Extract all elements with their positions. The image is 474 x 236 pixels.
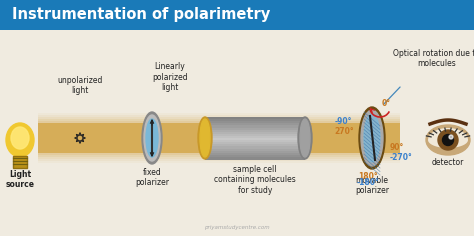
- Ellipse shape: [146, 119, 158, 157]
- Text: detector: detector: [432, 158, 464, 167]
- FancyBboxPatch shape: [38, 115, 400, 161]
- Ellipse shape: [426, 125, 470, 155]
- Text: 0°: 0°: [382, 100, 391, 109]
- Circle shape: [449, 135, 453, 139]
- FancyBboxPatch shape: [205, 144, 305, 147]
- FancyBboxPatch shape: [38, 117, 400, 159]
- FancyBboxPatch shape: [205, 140, 305, 143]
- Text: -270°: -270°: [390, 153, 413, 163]
- FancyBboxPatch shape: [205, 123, 305, 126]
- FancyBboxPatch shape: [38, 123, 400, 153]
- FancyBboxPatch shape: [205, 130, 305, 132]
- FancyBboxPatch shape: [0, 0, 474, 30]
- FancyBboxPatch shape: [205, 138, 305, 141]
- Text: Optical rotation due to
molecules: Optical rotation due to molecules: [393, 49, 474, 68]
- FancyBboxPatch shape: [13, 156, 27, 168]
- Ellipse shape: [11, 127, 29, 149]
- Text: Linearly
polarized
light: Linearly polarized light: [152, 62, 188, 92]
- Circle shape: [438, 130, 458, 150]
- Text: -180°: -180°: [356, 178, 379, 187]
- Text: sample cell
containing molecules
for study: sample cell containing molecules for stu…: [214, 165, 296, 195]
- Text: 90°: 90°: [390, 143, 404, 152]
- Text: unpolarized
light: unpolarized light: [57, 76, 103, 95]
- Text: Light
source: Light source: [6, 170, 35, 190]
- Text: priyamstudycentre.com: priyamstudycentre.com: [204, 226, 270, 231]
- FancyBboxPatch shape: [205, 121, 305, 124]
- Ellipse shape: [300, 119, 310, 157]
- Polygon shape: [428, 128, 468, 148]
- FancyBboxPatch shape: [205, 117, 305, 120]
- FancyBboxPatch shape: [38, 119, 400, 157]
- FancyBboxPatch shape: [205, 146, 305, 149]
- FancyBboxPatch shape: [205, 151, 305, 153]
- FancyBboxPatch shape: [38, 113, 400, 163]
- Text: Instrumentation of polarimetry: Instrumentation of polarimetry: [12, 8, 270, 22]
- FancyBboxPatch shape: [205, 157, 305, 160]
- Ellipse shape: [6, 123, 34, 157]
- FancyBboxPatch shape: [205, 125, 305, 128]
- Ellipse shape: [364, 114, 380, 162]
- Ellipse shape: [359, 107, 385, 169]
- FancyBboxPatch shape: [205, 127, 305, 130]
- Ellipse shape: [361, 110, 383, 166]
- FancyBboxPatch shape: [38, 123, 400, 153]
- Text: -90°: -90°: [335, 118, 352, 126]
- FancyBboxPatch shape: [205, 134, 305, 136]
- Ellipse shape: [198, 117, 212, 159]
- FancyBboxPatch shape: [205, 155, 305, 157]
- FancyBboxPatch shape: [205, 119, 305, 122]
- Text: 180°: 180°: [358, 172, 378, 181]
- Ellipse shape: [200, 119, 210, 157]
- Text: movable
polarizer: movable polarizer: [355, 176, 389, 195]
- Text: fixed
polarizer: fixed polarizer: [135, 168, 169, 187]
- FancyBboxPatch shape: [205, 148, 305, 151]
- FancyBboxPatch shape: [205, 136, 305, 139]
- FancyBboxPatch shape: [205, 142, 305, 145]
- FancyBboxPatch shape: [205, 132, 305, 134]
- Circle shape: [443, 135, 454, 146]
- FancyBboxPatch shape: [38, 121, 400, 155]
- Ellipse shape: [144, 115, 160, 161]
- Ellipse shape: [142, 112, 162, 164]
- FancyBboxPatch shape: [205, 153, 305, 155]
- Text: 270°: 270°: [334, 127, 354, 136]
- Ellipse shape: [298, 117, 312, 159]
